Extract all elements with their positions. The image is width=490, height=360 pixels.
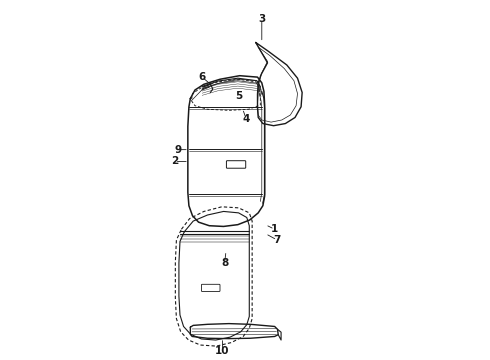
Text: 1: 1 [271,224,278,234]
Text: 7: 7 [273,235,281,245]
Text: 2: 2 [171,157,178,166]
Text: 8: 8 [221,258,228,268]
Text: 3: 3 [258,14,266,23]
Text: 9: 9 [174,145,182,155]
Text: 4: 4 [243,113,250,123]
Text: 10: 10 [215,346,230,356]
Text: 6: 6 [198,72,206,82]
Text: 5: 5 [235,91,243,101]
